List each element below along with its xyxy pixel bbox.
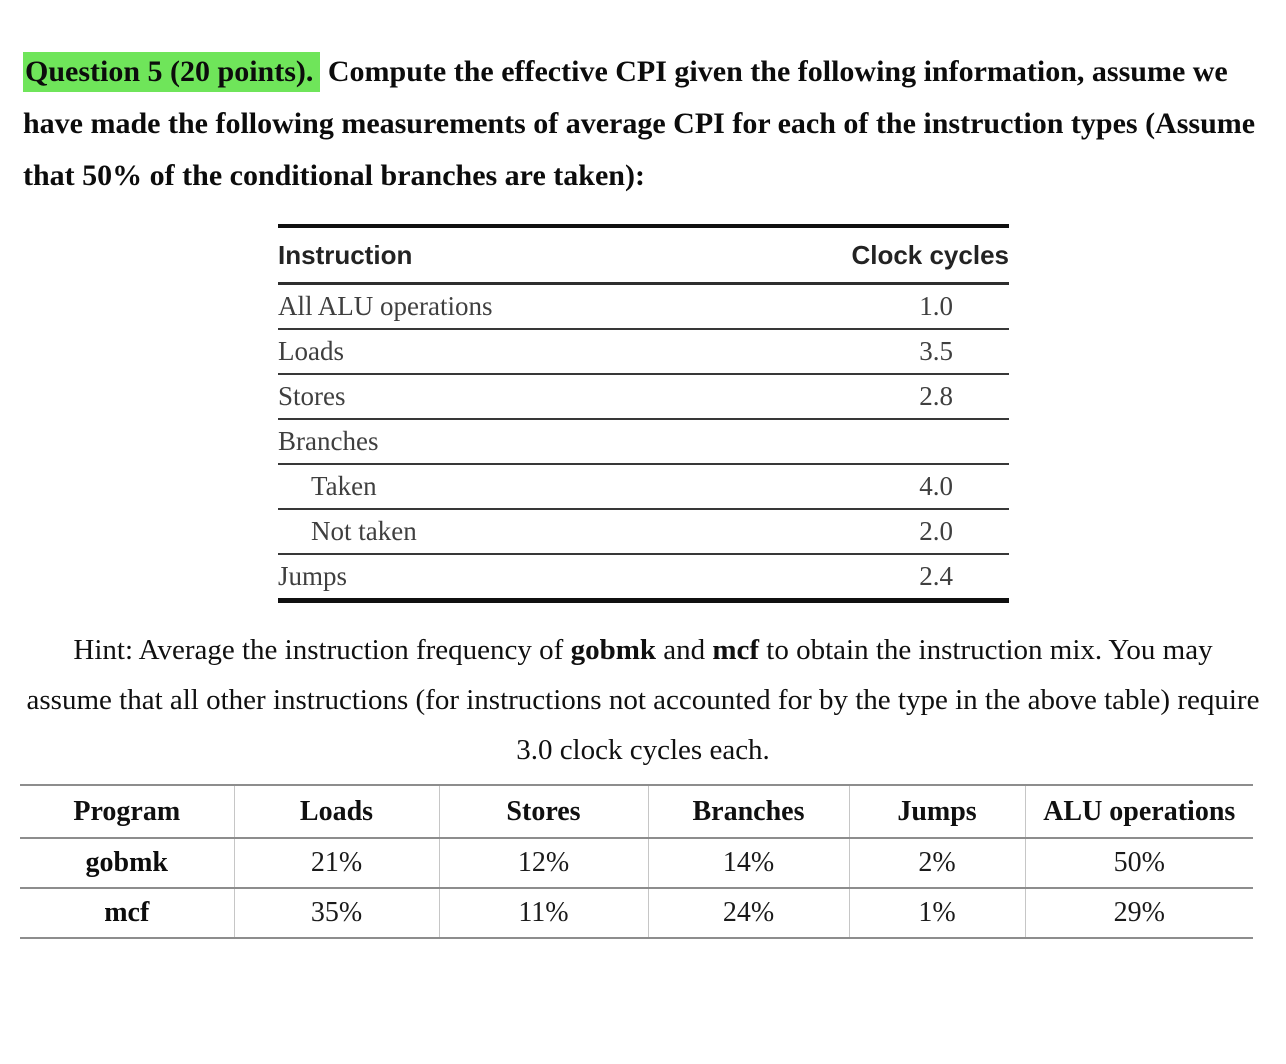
instruction-cell: Branches xyxy=(278,419,700,465)
clock-cycles-cell xyxy=(699,419,1009,465)
instruction-cell: Loads xyxy=(278,329,700,375)
hint-line-2: assume that all other instructions (for … xyxy=(26,684,1260,716)
program-name-cell: mcf xyxy=(20,888,235,939)
question-line-2: have made the following measurements of … xyxy=(23,107,1256,140)
instruction-cell: Taken xyxy=(278,464,700,510)
instruction-column-header: Instruction xyxy=(278,226,700,285)
table-row: gobmk 21% 12% 14% 2% 50% xyxy=(20,838,1253,889)
hint-paragraph: Hint: Average the instruction frequency … xyxy=(10,625,1276,775)
question-heading: Question 5 (20 points). Compute the effe… xyxy=(23,46,1266,202)
branches-cell: 14% xyxy=(647,838,850,889)
clock-cycles-cell: 3.5 xyxy=(699,329,1009,375)
instruction-table-header-row: Instruction Clock cycles xyxy=(278,226,1009,285)
table-row: Not taken 2.0 xyxy=(278,509,1009,555)
branches-column-header: Branches xyxy=(647,785,850,839)
jumps-cell: 1% xyxy=(848,888,1026,939)
question-line-1: Question 5 (20 points). Compute the effe… xyxy=(23,46,1266,98)
program-name-cell: gobmk xyxy=(20,838,235,889)
clock-cycles-cell: 1.0 xyxy=(699,283,1009,330)
table-row: Jumps 2.4 xyxy=(278,554,1009,601)
branches-cell: 24% xyxy=(647,888,850,939)
alu-operations-cell: 50% xyxy=(1024,838,1253,889)
question-line-3: that 50% of the conditional branches are… xyxy=(23,159,645,192)
instruction-cell: Stores xyxy=(278,374,700,420)
alu-operations-column-header: ALU operations xyxy=(1024,785,1253,839)
clock-cycles-column-header: Clock cycles xyxy=(699,226,1009,285)
program-column-header: Program xyxy=(20,785,235,839)
program-name-mcf: mcf xyxy=(712,634,760,666)
stores-cell: 11% xyxy=(438,888,649,939)
table-row: mcf 35% 11% 24% 1% 29% xyxy=(20,888,1253,939)
question-number-highlight: Question 5 (20 points). xyxy=(23,52,321,92)
instruction-table: Instruction Clock cycles All ALU operati… xyxy=(278,224,1009,603)
stores-cell: 12% xyxy=(438,838,649,889)
loads-column-header: Loads xyxy=(233,785,440,839)
program-table-header-row: Program Loads Stores Branches Jumps ALU … xyxy=(20,785,1253,839)
stores-column-header: Stores xyxy=(438,785,649,839)
document-page: Question 5 (20 points). Compute the effe… xyxy=(0,46,1286,939)
table-row: All ALU operations 1.0 xyxy=(278,283,1009,330)
hint-text: to obtain the instruction mix. You may xyxy=(759,634,1213,666)
hint-text: Hint: Average the instruction frequency … xyxy=(73,634,571,666)
instruction-cell: Not taken xyxy=(278,509,700,555)
table-row: Loads 3.5 xyxy=(278,329,1009,375)
clock-cycles-cell: 2.4 xyxy=(919,561,953,591)
table-row: Taken 4.0 xyxy=(278,464,1009,510)
clock-cycles-cell: 4.0 xyxy=(699,464,1009,510)
table-row: Stores 2.8 xyxy=(278,374,1009,420)
clock-cycles-cell: 2.8 xyxy=(699,374,1009,420)
loads-cell: 35% xyxy=(233,888,440,939)
jumps-cell: 2% xyxy=(848,838,1026,889)
question-text: Compute the effective CPI given the foll… xyxy=(320,55,1228,88)
hint-line-3: 3.0 clock cycles each. xyxy=(516,734,770,766)
program-mix-table: Program Loads Stores Branches Jumps ALU … xyxy=(20,784,1253,939)
jumps-column-header: Jumps xyxy=(848,785,1026,839)
clock-cycles-cell: 2.0 xyxy=(699,509,1009,555)
instruction-cell: Jumps xyxy=(278,561,348,591)
table-row: Branches xyxy=(278,419,1009,465)
loads-cell: 21% xyxy=(233,838,440,889)
alu-operations-cell: 29% xyxy=(1024,888,1253,939)
hint-text: and xyxy=(655,634,713,666)
instruction-cell: All ALU operations xyxy=(278,283,700,330)
program-name-gobmk: gobmk xyxy=(570,634,656,666)
hint-line-1: Hint: Average the instruction frequency … xyxy=(10,625,1276,675)
